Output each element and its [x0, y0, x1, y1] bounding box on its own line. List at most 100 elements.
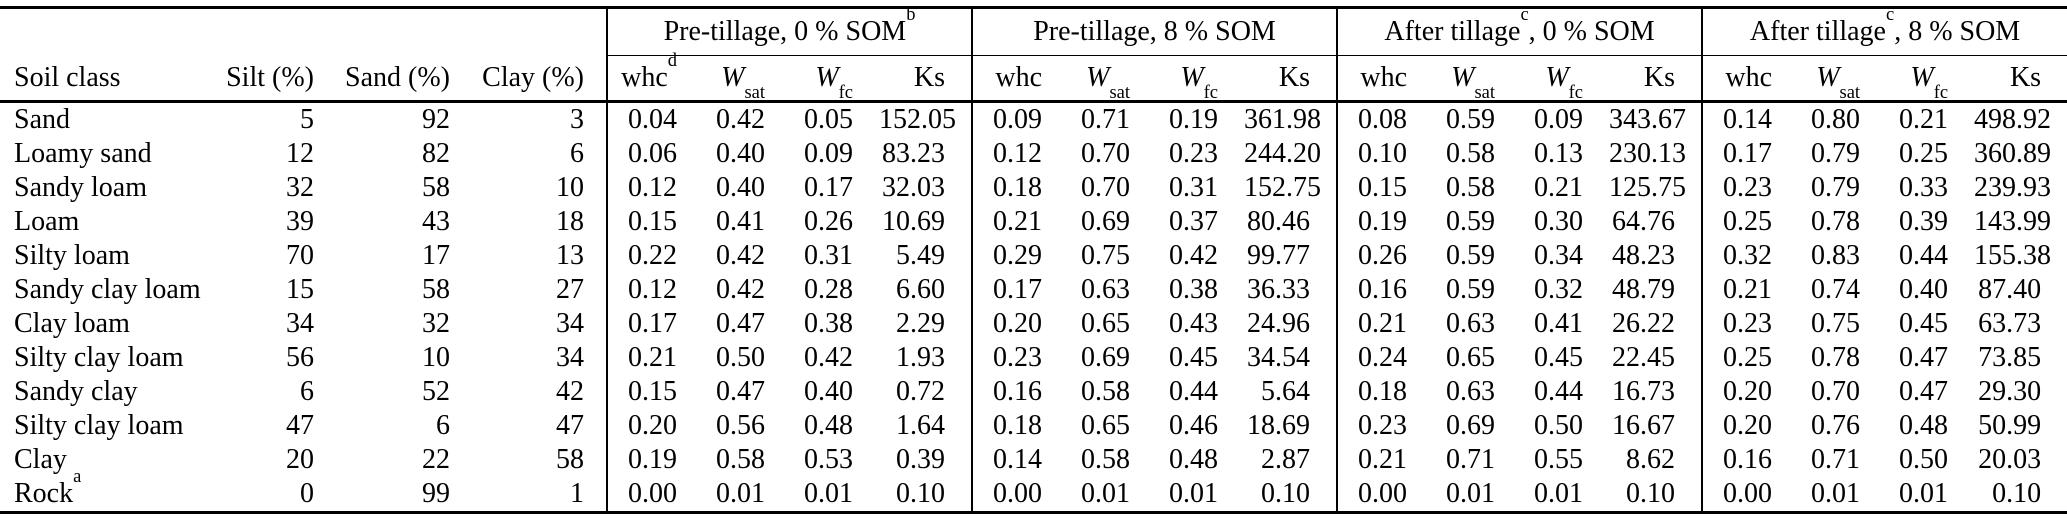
value-cell: 0.12: [606, 273, 703, 307]
value-cell: 0.16: [971, 375, 1068, 409]
value-cell: 2.29: [896, 308, 945, 339]
value-cell: 6.60: [896, 274, 945, 305]
value-cell: 5.64: [1261, 376, 1311, 407]
header-spacer: [0, 8, 607, 56]
col-header-whc: whcd: [606, 51, 703, 103]
value-cell: 0.70: [1811, 376, 1861, 407]
value-cell: 0.71: [1811, 444, 1861, 475]
group-header-1: Pre-tillage, 8 % SOM: [970, 7, 1338, 56]
value-cell: 0.48: [804, 410, 853, 441]
value-cell: 0.23: [1336, 409, 1434, 443]
value-cell: 20: [286, 444, 314, 475]
table-body: Sand 5 92 3 0.04 0.42 0.05 152.05 0.09 0.71 0.19 36…: [0, 101, 2067, 513]
value-cell: 0.58: [716, 444, 765, 475]
value-cell: 0.17: [1701, 137, 1799, 171]
value-cell: 0.01: [1446, 478, 1496, 509]
table-row: Sandy clay 6 52 42 0.15 0.47 0.40 0.72 0.16 0.58 0…: [0, 375, 2067, 409]
value-cell: 0.00: [1701, 477, 1799, 513]
value-cell: 0.39: [896, 444, 945, 475]
value-cell: 39: [286, 206, 314, 237]
value-cell: 0.58: [1446, 172, 1496, 203]
value-cell: 0.23: [1169, 138, 1218, 169]
soil-parameters-table: Pre-tillage, 0 % SOMb Pre-tillage, 8 % SO…: [0, 5, 2067, 514]
value-cell: 0.31: [804, 240, 853, 271]
value-cell: 6: [300, 376, 314, 407]
value-cell: 0.01: [1899, 478, 1949, 509]
value-cell: 0.09: [971, 101, 1068, 137]
value-cell: 0.10: [896, 478, 945, 509]
value-cell: 0.58: [1446, 138, 1496, 169]
value-cell: 239.93: [1974, 172, 2052, 203]
table-row: Sandy loam 32 58 10 0.12 0.40 0.17 32.03 0.18 0.7…: [0, 171, 2067, 205]
value-cell: 0.18: [1336, 375, 1434, 409]
col-header-ks: Ks: [1609, 55, 1703, 103]
value-cell: 34: [556, 308, 584, 339]
value-cell: 8.62: [1626, 444, 1676, 475]
table-header: Pre-tillage, 0 % SOMb Pre-tillage, 8 % SO…: [0, 5, 2067, 103]
value-cell: 360.89: [1974, 138, 2052, 169]
value-cell: 0.42: [804, 342, 853, 373]
value-cell: 0.47: [1899, 342, 1949, 373]
col-header-ks: Ks: [1974, 55, 2067, 103]
value-cell: 5.49: [896, 240, 945, 271]
value-cell: 0.01: [1081, 478, 1130, 509]
row-label: Silty clay loam: [14, 410, 184, 441]
col-header-ks: Ks: [879, 55, 972, 103]
row-label: Sand: [14, 104, 70, 135]
value-cell: 361.98: [1244, 104, 1321, 135]
value-cell: 32: [286, 172, 314, 203]
value-cell: 125.75: [1609, 172, 1687, 203]
value-cell: 0.71: [1446, 444, 1496, 475]
value-cell: 47: [556, 410, 584, 441]
value-cell: 0.69: [1081, 206, 1130, 237]
value-cell: 0.26: [804, 206, 853, 237]
col-header-wsat: Wsat: [1798, 55, 1887, 103]
value-cell: 152.05: [879, 104, 956, 135]
value-cell: 0.10: [1261, 478, 1311, 509]
value-cell: 0.15: [606, 205, 703, 239]
value-cell: 10.69: [882, 206, 945, 237]
value-cell: 0.42: [716, 240, 765, 271]
value-cell: 0.19: [1336, 205, 1434, 239]
value-cell: 0.16: [1701, 443, 1799, 477]
group-header-0: Pre-tillage, 0 % SOMb: [606, 5, 972, 56]
value-cell: 5: [300, 104, 314, 135]
value-cell: 0.23: [971, 341, 1068, 375]
value-cell: 17: [422, 240, 450, 271]
value-cell: 0.75: [1811, 308, 1861, 339]
col-header-wfc: Wfc: [1521, 55, 1610, 103]
row-label: Sandy clay: [14, 376, 138, 407]
value-cell: 0.59: [1446, 104, 1496, 135]
value-cell: 0.70: [1081, 138, 1130, 169]
value-cell: 0.59: [1446, 240, 1496, 271]
value-cell: 152.75: [1244, 172, 1321, 203]
value-cell: 0.63: [1446, 376, 1496, 407]
value-cell: 58: [422, 274, 450, 305]
value-cell: 0.59: [1446, 206, 1496, 237]
value-cell: 0.00: [606, 477, 703, 513]
value-cell: 29.30: [1978, 376, 2042, 407]
value-cell: 0.34: [1534, 240, 1584, 271]
value-cell: 1.64: [896, 410, 945, 441]
value-cell: 34: [556, 342, 584, 373]
value-cell: 0.45: [1534, 342, 1584, 373]
value-cell: 83.23: [882, 138, 945, 169]
value-cell: 0.56: [716, 410, 765, 441]
value-cell: 0: [300, 478, 314, 509]
value-cell: 0.46: [1169, 410, 1218, 441]
value-cell: 0.45: [1899, 308, 1949, 339]
value-cell: 32.03: [882, 172, 945, 203]
row-label: Clay loam: [14, 308, 130, 339]
value-cell: 0.72: [896, 376, 945, 407]
table-row: Loamy sand 12 82 6 0.06 0.40 0.09 83.23 0.12 0.70…: [0, 137, 2067, 171]
col-header-whc: whc: [1701, 55, 1799, 103]
col-header-soil-class: Soil class: [0, 55, 170, 103]
row-label: Silty loam: [14, 240, 130, 271]
value-cell: 13: [556, 240, 584, 271]
row-label: Sandy loam: [14, 172, 147, 203]
value-cell: 0.47: [716, 308, 765, 339]
value-cell: 82: [422, 138, 450, 169]
value-cell: 0.22: [606, 239, 703, 273]
col-header-clay: Clay (%): [458, 55, 607, 103]
value-cell: 26.22: [1612, 308, 1676, 339]
